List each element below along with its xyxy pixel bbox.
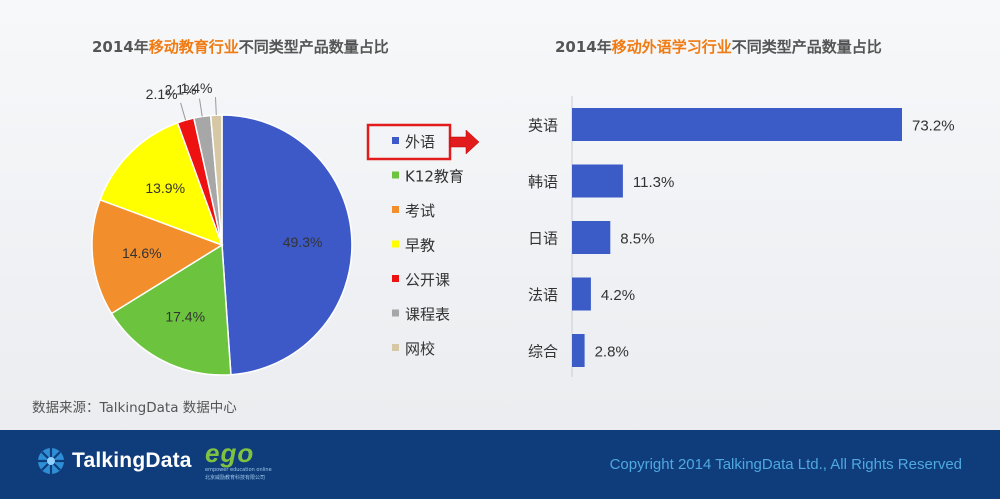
bar-category-label-3: 日语: [528, 230, 558, 248]
bar-value-label-3: 8.5%: [620, 231, 654, 248]
pie-slice-4: [99, 121, 224, 247]
pie-data-label-1: 49.3%: [283, 234, 323, 250]
bar-5: [572, 334, 585, 367]
bar-1: [572, 108, 902, 141]
bar-chart: 英语 73.2% 韩语 11.3% 日语 8.5% 法语 4.2% 综合 2.8%: [528, 96, 955, 377]
legend-swatch-3: [392, 206, 399, 213]
bar-value-label-5: 2.8%: [595, 344, 629, 361]
charts-canvas: 49.3% 17.4% 14.6% 13.9% 2.1%2.1%1.4% 外语 K12教育…: [91, 80, 955, 377]
pie-slice-3: [91, 198, 224, 315]
pie-slice-2: [110, 243, 232, 376]
bar-category-label-5: 综合: [528, 343, 558, 361]
footer-bar: [0, 430, 1000, 499]
bar-category-label-1: 英语: [528, 117, 558, 135]
talkingdata-logo-icon: [38, 448, 64, 474]
legend-swatch-7: [392, 344, 399, 351]
bar-3: [572, 221, 611, 254]
pie-leader-line-7: [215, 97, 217, 116]
pie-data-label-5: 2.1%: [146, 86, 178, 102]
talkingdata-logo: TalkingData: [36, 446, 192, 476]
legend-label-7: 网校: [405, 340, 435, 358]
left-chart-title: 2014年移动教育行业不同类型产品数量占比: [92, 38, 389, 56]
bar-4: [572, 277, 591, 311]
ego-partner-logo: ego empower education online 北京威励教育科技有限公…: [205, 438, 295, 494]
ego-company: 北京威励教育科技有限公司: [205, 475, 266, 481]
pie-slice-1: [221, 114, 353, 376]
legend-label-6: 课程表: [405, 306, 450, 324]
pie-slice-7: [209, 114, 223, 246]
legend-swatch-2: [392, 171, 399, 179]
bar-category-label-4: 法语: [528, 286, 558, 304]
pie-leader-line-5: [180, 102, 187, 121]
bar-2: [572, 164, 623, 198]
pie-chart: 49.3% 17.4% 14.6% 13.9% 2.1%2.1%1.4%: [91, 80, 353, 376]
pie-data-label-7: 1.4%: [181, 80, 213, 96]
callout-arrow-icon: [449, 129, 480, 155]
legend-label-2: K12教育: [405, 168, 464, 186]
bar-value-label-1: 73.2%: [912, 118, 955, 135]
pie-leader-line-6: [199, 98, 203, 117]
ego-wordmark: ego: [205, 438, 255, 468]
bar-value-label-4: 4.2%: [601, 287, 635, 304]
legend-swatch-6: [392, 309, 399, 317]
copyright-text: Copyright 2014 TalkingData Ltd., All Rig…: [609, 456, 962, 473]
data-source-note: 数据来源：TalkingData 数据中心: [32, 400, 237, 416]
ego-tagline: empower education online: [205, 467, 272, 473]
legend-swatch-1: [392, 137, 399, 144]
legend-swatch-4: [392, 240, 399, 248]
pie-data-label-2: 17.4%: [165, 309, 205, 325]
legend-label-4: 早教: [405, 237, 435, 255]
pie-data-label-6: 2.1%: [165, 82, 197, 98]
pie-data-label-3: 14.6%: [122, 245, 162, 261]
legend-label-1: 外语: [405, 133, 435, 151]
pie-data-label-4: 13.9%: [145, 180, 185, 196]
legend-swatch-5: [392, 275, 399, 282]
brand-name: TalkingData: [72, 449, 192, 472]
right-chart-title: 2014年移动外语学习行业不同类型产品数量占比: [555, 38, 882, 56]
legend-label-3: 考试: [405, 202, 435, 220]
bar-value-label-2: 11.3%: [633, 174, 674, 191]
bar-category-label-2: 韩语: [528, 173, 558, 191]
legend-label-5: 公开课: [405, 271, 450, 289]
